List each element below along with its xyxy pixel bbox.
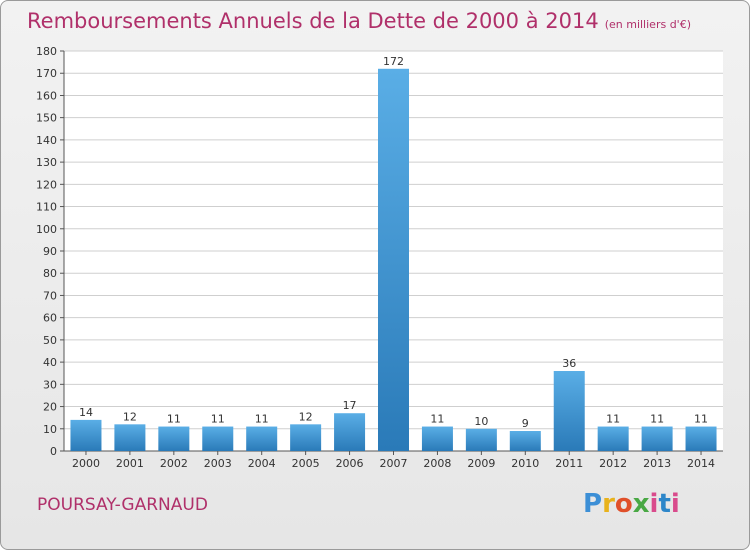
bar-2009 [465, 428, 497, 451]
x-tick-label-2008: 2008 [423, 457, 451, 470]
y-tick-label: 0 [50, 445, 57, 458]
bar-2014 [685, 426, 717, 451]
data-label-2013: 11 [650, 413, 664, 426]
data-label-2002: 11 [167, 413, 181, 426]
bar-2006 [334, 413, 366, 451]
chart-title: Remboursements Annuels de la Dette de 20… [27, 9, 691, 33]
y-tick-label: 160 [36, 89, 57, 102]
y-tick-label: 110 [36, 201, 57, 214]
x-tick-label-2010: 2010 [511, 457, 539, 470]
bar-2000 [70, 419, 102, 451]
bar-2005 [290, 424, 322, 451]
bar-2010 [509, 431, 541, 451]
bar-2013 [641, 426, 673, 451]
chart-subtitle: (en milliers d'€) [604, 18, 691, 31]
y-tick-label: 140 [36, 134, 57, 147]
x-tick-label-2004: 2004 [248, 457, 276, 470]
x-tick-label-2007: 2007 [380, 457, 408, 470]
data-label-2005: 12 [299, 410, 313, 423]
x-tick-label-2006: 2006 [336, 457, 364, 470]
bar-2012 [597, 426, 629, 451]
data-label-2009: 10 [474, 415, 488, 428]
data-label-2008: 11 [430, 413, 444, 426]
data-label-2006: 17 [343, 399, 357, 412]
bar-2002 [158, 426, 190, 451]
data-label-2003: 11 [211, 413, 225, 426]
x-tick-label-2012: 2012 [599, 457, 627, 470]
y-tick-label: 120 [36, 178, 57, 191]
y-tick-label: 30 [43, 378, 57, 391]
y-tick-label: 80 [43, 267, 57, 280]
y-tick-label: 150 [36, 112, 57, 125]
x-tick-label-2000: 2000 [72, 457, 100, 470]
title-text: Remboursements Annuels de la Dette de 20… [27, 9, 599, 33]
x-tick-label-2002: 2002 [160, 457, 188, 470]
y-tick-label: 60 [43, 312, 57, 325]
y-tick-label: 180 [36, 45, 57, 58]
bar-2008 [421, 426, 453, 451]
x-tick-label-2005: 2005 [292, 457, 320, 470]
data-label-2004: 11 [255, 413, 269, 426]
data-label-2001: 12 [123, 410, 137, 423]
bar-2007 [378, 68, 409, 452]
y-tick-label: 20 [43, 401, 57, 414]
y-tick-label: 40 [43, 356, 57, 369]
data-label-2010: 9 [522, 417, 529, 430]
data-label-2000: 14 [79, 406, 93, 419]
x-tick-label-2003: 2003 [204, 457, 232, 470]
x-tick-label-2014: 2014 [687, 457, 715, 470]
bar-2011 [553, 371, 585, 451]
x-tick-label-2009: 2009 [467, 457, 495, 470]
y-tick-label: 10 [43, 423, 57, 436]
y-tick-label: 50 [43, 334, 57, 347]
bar-2001 [114, 424, 146, 451]
x-tick-label-2013: 2013 [643, 457, 671, 470]
x-tick-label-2001: 2001 [116, 457, 144, 470]
data-label-2007: 172 [383, 55, 404, 68]
y-tick-label: 90 [43, 245, 57, 258]
bar-2004 [246, 426, 278, 451]
y-tick-label: 100 [36, 223, 57, 236]
x-tick-label-2011: 2011 [555, 457, 583, 470]
bar-2003 [202, 426, 234, 451]
data-label-2011: 36 [562, 357, 576, 370]
commune-name: POURSAY-GARNAUD [37, 495, 208, 515]
y-tick-label: 70 [43, 289, 57, 302]
data-label-2014: 11 [694, 413, 708, 426]
y-tick-label: 130 [36, 156, 57, 169]
y-tick-label: 170 [36, 67, 57, 80]
data-label-2012: 11 [606, 413, 620, 426]
proxiti-logo: Proxiti [583, 489, 680, 519]
